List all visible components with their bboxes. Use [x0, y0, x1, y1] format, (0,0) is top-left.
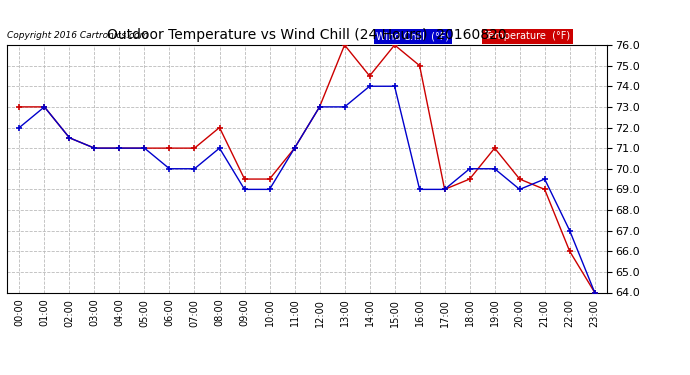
Text: Wind Chill  (°F): Wind Chill (°F) — [376, 31, 449, 41]
Text: Temperature  (°F): Temperature (°F) — [484, 31, 570, 41]
Text: Copyright 2016 Cartronics.com: Copyright 2016 Cartronics.com — [7, 31, 148, 40]
Title: Outdoor Temperature vs Wind Chill (24 Hours)  20160820: Outdoor Temperature vs Wind Chill (24 Ho… — [107, 28, 507, 42]
